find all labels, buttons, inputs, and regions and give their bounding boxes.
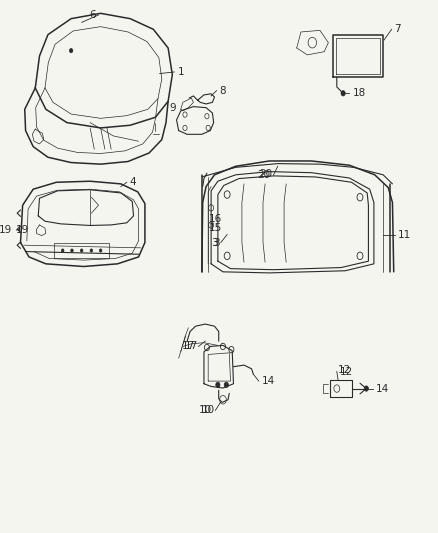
Text: 16: 16 xyxy=(209,214,222,223)
Circle shape xyxy=(90,249,92,252)
Text: 12: 12 xyxy=(338,366,351,375)
Text: 15: 15 xyxy=(209,223,222,233)
Text: 14: 14 xyxy=(376,384,389,393)
Text: 4: 4 xyxy=(130,177,136,187)
Text: 6: 6 xyxy=(89,10,95,20)
Text: 14: 14 xyxy=(262,376,275,386)
Text: 3: 3 xyxy=(211,238,218,247)
Text: 12: 12 xyxy=(340,367,353,376)
Circle shape xyxy=(341,91,345,96)
Text: 10: 10 xyxy=(201,406,215,415)
Text: 18: 18 xyxy=(353,88,366,98)
Circle shape xyxy=(70,49,73,53)
Text: 17: 17 xyxy=(182,342,195,351)
Circle shape xyxy=(81,249,83,252)
Text: 20: 20 xyxy=(260,169,273,179)
Text: 8: 8 xyxy=(219,86,226,95)
Text: 3: 3 xyxy=(213,238,220,247)
Circle shape xyxy=(364,386,368,391)
Text: 11: 11 xyxy=(398,230,411,239)
Text: 20: 20 xyxy=(258,170,271,180)
Text: 7: 7 xyxy=(395,25,401,34)
Text: 10: 10 xyxy=(199,406,212,415)
Circle shape xyxy=(71,249,73,252)
Circle shape xyxy=(99,249,102,252)
Circle shape xyxy=(61,249,64,252)
Circle shape xyxy=(216,382,220,387)
Text: 17: 17 xyxy=(184,342,198,351)
Text: 19: 19 xyxy=(0,225,13,235)
Circle shape xyxy=(224,382,229,387)
Text: 19: 19 xyxy=(15,225,29,235)
Text: 1: 1 xyxy=(177,67,184,77)
Text: 9: 9 xyxy=(169,103,176,112)
